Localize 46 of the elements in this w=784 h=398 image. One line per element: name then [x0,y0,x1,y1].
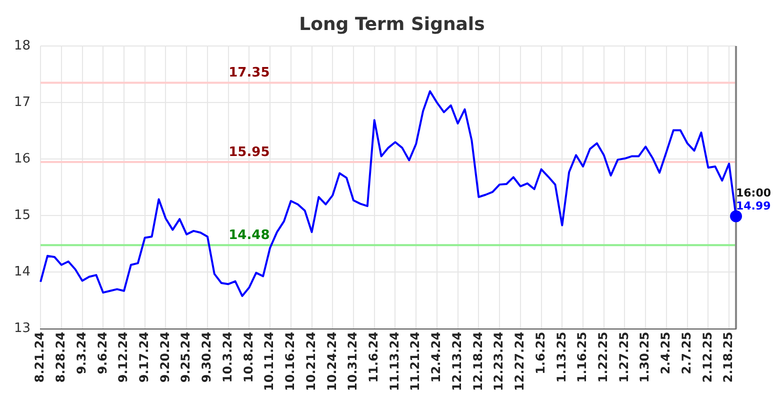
x-tick-label: 8.28.24 [54,332,68,383]
x-tick-label: 8.21.24 [32,332,47,383]
y-tick-label: 14 [14,264,31,280]
x-tick-label: 2.18.25 [721,332,736,383]
x-tick-label: 9.20.24 [158,332,172,383]
x-tick-label: 9.12.24 [116,332,130,383]
x-tick-label: 10.21.24 [304,332,318,392]
x-tick-label: 11.13.24 [387,332,402,392]
chart-title: Long Term Signals [298,14,486,35]
y-tick-label: 13 [14,321,31,336]
y-tick-label: 15 [14,208,31,224]
ref-line-label: 14.48 [228,228,270,243]
y-tick-label: 16 [14,151,31,166]
x-tick-label: 1.22.25 [596,332,610,383]
x-tick-label: 1.13.25 [554,332,568,383]
x-tick-label: 12.23.24 [492,332,506,392]
x-tick-label: 12.18.24 [470,332,485,392]
x-tick-label: 2.12.25 [700,332,714,383]
x-tick-label: 10.3.24 [220,332,234,383]
annotation: 16:00 [736,186,772,200]
x-tick-label: 2.7.25 [679,332,694,374]
data-label: 14.99 [736,200,771,213]
x-tick-label: 9.30.24 [200,332,214,383]
x-tick-label: 1.16.25 [575,332,590,383]
x-tick-label: 12.4.24 [429,332,444,383]
x-tick-label: 9.17.24 [136,332,151,383]
ref-line-label: 17.35 [228,66,270,81]
x-tick-label: 1.27.25 [616,332,631,383]
ref-line-label: 15.95 [228,144,270,160]
x-tick-label: 10.24.24 [324,332,339,392]
x-tick-label: 10.8.24 [241,332,256,383]
x-tick-label: 11.21.24 [408,332,422,392]
y-tick-label: 18 [14,38,31,54]
x-tick-label: 2.4.25 [658,332,673,374]
x-tick-label: 9.6.24 [95,332,110,374]
x-tick-label: 12.13.24 [450,332,464,392]
x-tick-label: 1.30.25 [638,332,652,383]
x-tick-label: 12.27.24 [512,332,527,392]
x-tick-label: 9.3.24 [74,332,88,374]
x-tick-label: 11.6.24 [366,332,380,383]
x-tick-label: 1.6.25 [533,332,548,374]
x-tick-label: 10.16.24 [283,332,298,392]
y-tick-label: 17 [14,94,31,110]
x-tick-label: 10.11.24 [262,332,276,392]
x-tick-label: 9.25.24 [178,332,193,383]
x-tick-label: 10.31.24 [346,332,360,392]
